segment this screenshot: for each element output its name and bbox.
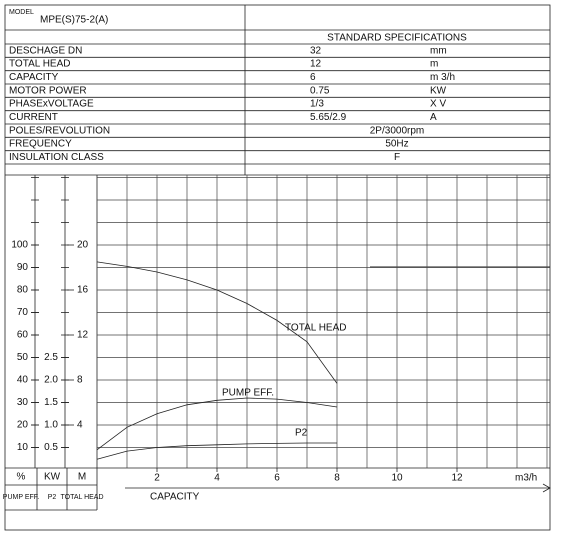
- spec-value: 32: [310, 45, 322, 56]
- x-label: CAPACITY: [150, 492, 200, 503]
- spec-unit: KW: [430, 85, 447, 96]
- spec-value: 1/3: [310, 99, 324, 110]
- x-unit: m3/h: [515, 473, 537, 484]
- x-tick-label: 4: [214, 473, 220, 484]
- series-line: [96, 261, 338, 384]
- y3-caption: TOTAL HEAD: [60, 494, 103, 501]
- tick-label: 100: [11, 240, 28, 251]
- tick-label: 2.5: [44, 352, 58, 363]
- spec-title: STANDARD SPECIFICATIONS: [327, 33, 467, 44]
- tick-label: 90: [17, 262, 29, 273]
- tick-label: 1.5: [44, 397, 58, 408]
- spec-label: FREQUENCY: [9, 139, 72, 150]
- tick-label: 0.5: [44, 442, 58, 453]
- series-label: P2: [295, 428, 308, 439]
- model: MPE(S)75-2(A): [40, 15, 108, 26]
- spec-unit: A: [430, 112, 437, 123]
- tick-label: 1.0: [44, 420, 58, 431]
- x-tick-label: 8: [334, 473, 340, 484]
- x-tick-label: 2: [154, 473, 160, 484]
- spec-value: 6: [310, 72, 316, 83]
- tick-label: 30: [17, 397, 29, 408]
- spec-value: 5.65/2.9: [310, 112, 347, 123]
- y3-label: M: [78, 472, 86, 483]
- spec-label: CAPACITY: [9, 72, 59, 83]
- tick-label: 40: [17, 375, 29, 386]
- spec-label: PHASExVOLTAGE: [9, 99, 94, 110]
- y-label: %: [17, 472, 26, 483]
- tick-label: 80: [17, 285, 29, 296]
- tick-label: 20: [77, 240, 89, 251]
- x-tick-label: 12: [451, 473, 463, 484]
- y2-label: KW: [44, 472, 61, 483]
- tick-label: 50: [17, 352, 29, 363]
- spec-label: INSULATION CLASS: [9, 152, 104, 163]
- tick-label: 60: [17, 330, 29, 341]
- tick-label: 12: [77, 330, 89, 341]
- spec-value: 2P/3000rpm: [370, 125, 424, 136]
- series-line: [96, 442, 337, 460]
- x-tick-label: 6: [274, 473, 280, 484]
- series-label: PUMP EFF.: [222, 388, 274, 399]
- spec-value: 50Hz: [385, 139, 408, 150]
- spec-label: POLES/REVOLUTION: [9, 125, 110, 136]
- tick-label: 10: [17, 442, 29, 453]
- tick-label: 70: [17, 307, 29, 318]
- series-label: TOTAL HEAD: [285, 323, 347, 334]
- spec-label: TOTAL HEAD: [9, 59, 71, 70]
- spec-unit: X V: [430, 99, 446, 110]
- y-caption: PUMP EFF.: [3, 494, 39, 501]
- model-label: MODEL: [9, 9, 34, 16]
- tick-label: 4: [77, 420, 83, 431]
- y2-caption: P2: [48, 494, 57, 501]
- spec-unit: m: [430, 59, 438, 70]
- series-line: [96, 397, 338, 451]
- spec-value: 12: [310, 59, 322, 70]
- spec-label: CURRENT: [9, 112, 58, 123]
- spec-label: DESCHAGE DN: [9, 45, 82, 56]
- tick-label: 20: [17, 420, 29, 431]
- tick-label: 16: [77, 285, 89, 296]
- tick-label: 8: [77, 375, 83, 386]
- spec-value: 0.75: [310, 85, 330, 96]
- spec-value: F: [394, 152, 400, 163]
- spec-unit: mm: [430, 45, 447, 56]
- x-tick-label: 10: [391, 473, 403, 484]
- tick-label: 2.0: [44, 375, 58, 386]
- x-arrow: [125, 483, 551, 493]
- spec-unit: m 3/h: [430, 72, 455, 83]
- spec-label: MOTOR POWER: [9, 85, 87, 96]
